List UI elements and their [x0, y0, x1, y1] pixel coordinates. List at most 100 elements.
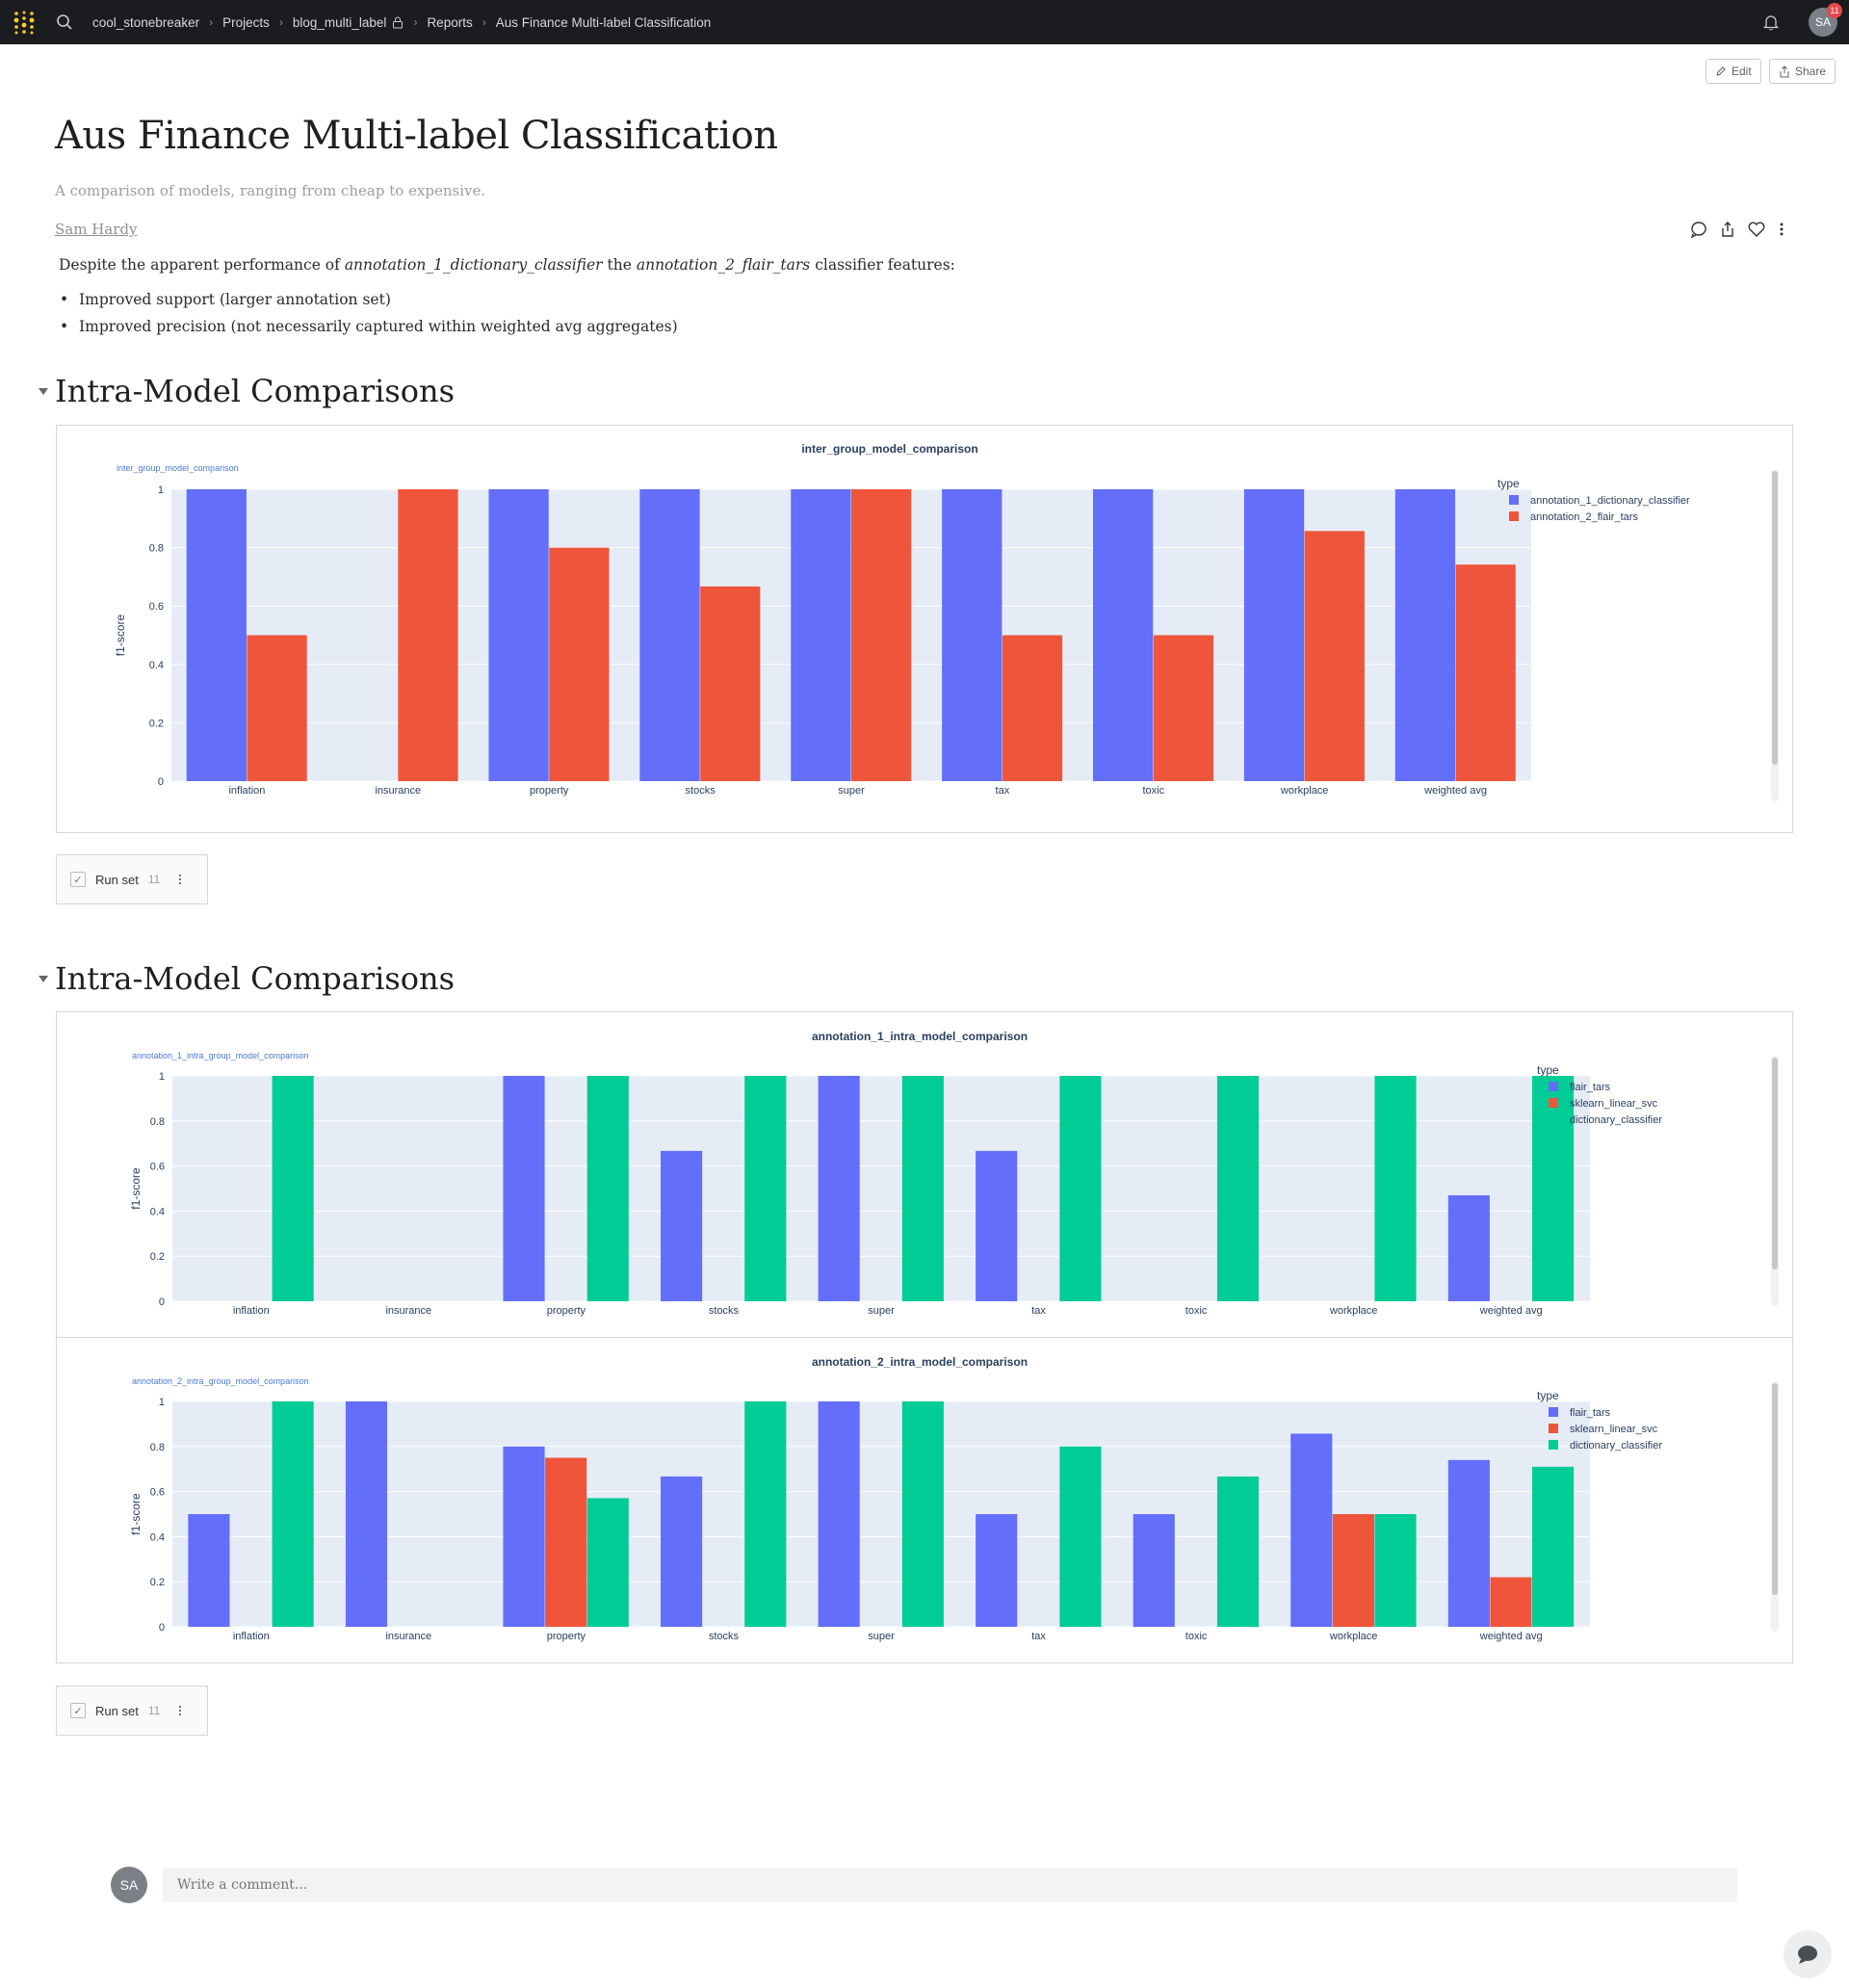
bar — [700, 586, 761, 781]
runset-label: Run set — [95, 872, 139, 887]
legend-entry: sklearn_linear_svc — [1570, 1098, 1658, 1110]
bar — [791, 489, 851, 781]
x-tick-label: super — [868, 1305, 895, 1317]
scrollbar-thumb — [1772, 1383, 1778, 1595]
x-tick-label: workplace — [1329, 1631, 1378, 1642]
breadcrumb-project[interactable]: blog_multi_label — [292, 14, 387, 30]
bar — [818, 1401, 860, 1627]
bar — [1002, 635, 1063, 781]
top-navigation-bar: cool_stonebreaker › Projects › blog_mult… — [0, 0, 1849, 44]
report-actions — [1689, 220, 1785, 239]
y-tick-label: 0.8 — [150, 1442, 165, 1453]
bar — [503, 1076, 545, 1301]
bar-chart: annotation_2_intra_model_comparisonannot… — [129, 1355, 1779, 1642]
x-tick-label: workplace — [1280, 785, 1329, 797]
author-link[interactable]: Sam Hardy — [55, 221, 138, 238]
intro-model-2: annotation_2_flair_tars — [636, 256, 811, 274]
more-vertical-icon[interactable] — [1778, 221, 1785, 238]
bar — [1133, 1514, 1175, 1627]
breadcrumb-entity[interactable]: cool_stonebreaker — [92, 14, 200, 30]
legend-swatch — [1549, 1114, 1558, 1124]
bar — [818, 1076, 860, 1301]
y-tick-label: 0.2 — [150, 1251, 165, 1263]
plot-area — [172, 1076, 1590, 1301]
x-tick-label: super — [868, 1631, 895, 1642]
comment-row: SA — [111, 1867, 1737, 1903]
x-tick-label: property — [530, 785, 569, 797]
x-tick-label: toxic — [1185, 1305, 1208, 1317]
run-set[interactable]: ✓ Run set 11 — [56, 854, 208, 904]
bar — [1216, 1076, 1260, 1301]
section-heading: Intra-Model Comparisons — [55, 960, 456, 997]
comment-input[interactable] — [163, 1868, 1737, 1902]
share-button[interactable]: Share — [1769, 59, 1836, 84]
comment-icon[interactable] — [1689, 220, 1708, 239]
search-icon[interactable] — [56, 13, 73, 31]
x-tick-label: inflation — [233, 1631, 270, 1642]
list-item: Improved precision (not necessarily capt… — [60, 318, 678, 335]
bar — [1374, 1076, 1417, 1301]
bar — [976, 1514, 1018, 1627]
chart-title: annotation_2_intra_model_comparison — [812, 1355, 1028, 1369]
bar — [503, 1446, 545, 1627]
bar — [345, 1401, 388, 1627]
bar — [901, 1076, 944, 1301]
checkbox-icon[interactable]: ✓ — [70, 872, 86, 887]
report-title: Aus Finance Multi-label Classification — [55, 114, 778, 158]
bar — [272, 1076, 314, 1301]
breadcrumb-report[interactable]: Aus Finance Multi-label Classification — [495, 14, 712, 30]
checkbox-icon[interactable]: ✓ — [70, 1703, 86, 1718]
runset-count: 11 — [147, 1704, 161, 1717]
y-tick-label: 0.4 — [150, 1206, 165, 1217]
breadcrumb-reports[interactable]: Reports — [427, 14, 473, 30]
heart-icon[interactable] — [1747, 221, 1766, 238]
bar — [661, 1150, 703, 1301]
chat-button[interactable] — [1784, 1930, 1832, 1978]
breadcrumb: cool_stonebreaker › Projects › blog_mult… — [92, 15, 711, 30]
x-tick-label: insurance — [375, 785, 421, 797]
collapse-caret-icon[interactable] — [39, 976, 48, 982]
bar — [901, 1401, 944, 1627]
bar — [1447, 1195, 1490, 1301]
more-vertical-icon[interactable] — [177, 1704, 183, 1717]
legend-swatch — [1549, 1424, 1558, 1433]
bar — [586, 1076, 629, 1301]
chevron-right-icon: › — [209, 15, 214, 29]
bar — [1059, 1446, 1102, 1627]
share-icon — [1780, 65, 1789, 77]
wandb-logo-icon[interactable] — [12, 10, 37, 35]
scrollbar-thumb — [1772, 1058, 1778, 1269]
bar — [1394, 489, 1456, 781]
collapse-caret-icon[interactable] — [39, 388, 48, 395]
x-tick-label: inflation — [228, 785, 265, 797]
x-tick-label: insurance — [385, 1631, 431, 1642]
y-tick-label: 0 — [159, 1296, 165, 1308]
bar — [1059, 1076, 1102, 1301]
bar — [1447, 1459, 1490, 1627]
chart-subtitle: annotation_2_intra_group_model_compariso… — [132, 1376, 309, 1386]
bar — [586, 1498, 629, 1627]
bar — [1332, 1514, 1374, 1627]
bell-icon[interactable] — [1762, 13, 1780, 31]
bar — [186, 489, 247, 781]
share-icon[interactable] — [1720, 221, 1735, 238]
bar-chart: annotation_1_intra_model_comparisonannot… — [129, 1030, 1779, 1317]
legend-entry: flair_tars — [1570, 1407, 1611, 1419]
intro-mid: the — [607, 256, 632, 274]
chart-panel: inter_group_model_comparison inter_group_… — [56, 425, 1793, 833]
bar — [188, 1514, 230, 1627]
y-tick-label: 1 — [158, 484, 164, 496]
y-axis-label: f1-score — [129, 1167, 143, 1210]
bar — [1216, 1476, 1260, 1627]
run-set[interactable]: ✓ Run set 11 — [56, 1686, 208, 1736]
legend-swatch — [1549, 1407, 1558, 1417]
more-vertical-icon[interactable] — [177, 873, 183, 886]
user-avatar[interactable]: SA 11 — [1809, 3, 1842, 37]
y-tick-label: 0.4 — [149, 660, 164, 671]
bar — [1153, 635, 1214, 781]
x-tick-label: weighted avg — [1479, 1305, 1543, 1317]
edit-button[interactable]: Edit — [1706, 59, 1761, 84]
chart-subtitle: annotation_1_intra_group_model_compariso… — [132, 1051, 309, 1060]
breadcrumb-projects[interactable]: Projects — [222, 14, 270, 30]
